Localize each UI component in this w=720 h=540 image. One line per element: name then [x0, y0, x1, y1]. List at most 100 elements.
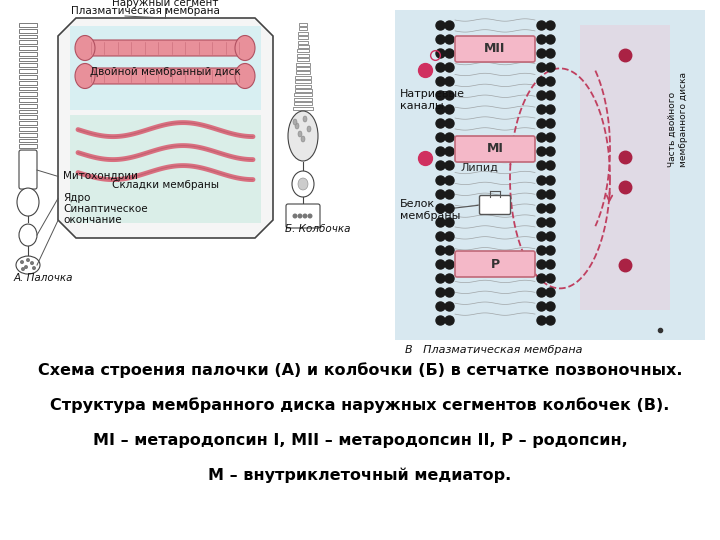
Circle shape [20, 260, 24, 264]
Bar [19, 69, 37, 73]
Circle shape [21, 267, 25, 271]
Text: Липид: Липид [460, 163, 498, 173]
Text: А. Палочка: А. Палочка [14, 273, 73, 283]
FancyBboxPatch shape [84, 40, 246, 56]
Circle shape [307, 213, 312, 219]
Text: M – внутриклеточный медиатор.: M – внутриклеточный медиатор. [208, 468, 512, 483]
Bar [299, 23, 307, 26]
Bar [19, 144, 37, 148]
Bar [19, 110, 37, 113]
Ellipse shape [298, 178, 308, 190]
FancyBboxPatch shape [580, 25, 670, 310]
Ellipse shape [295, 123, 299, 129]
FancyBboxPatch shape [19, 150, 37, 189]
Text: Синаптическое
окончание: Синаптическое окончание [63, 204, 148, 225]
Bar [19, 63, 37, 68]
Ellipse shape [16, 256, 40, 274]
Ellipse shape [303, 116, 307, 122]
Bar [19, 23, 37, 27]
Bar [19, 40, 37, 44]
Text: Наружный сегмент: Наружный сегмент [112, 0, 218, 8]
Text: В   Плазматическая мембрана: В Плазматическая мембрана [405, 345, 582, 355]
Ellipse shape [235, 36, 255, 60]
Bar [19, 35, 37, 38]
Ellipse shape [75, 36, 95, 60]
Bar [297, 49, 309, 52]
Text: Структура мембранного диска наружных сегментов колбочек (В).: Структура мембранного диска наружных сег… [50, 397, 670, 413]
Ellipse shape [235, 64, 255, 89]
Bar [294, 93, 312, 97]
Ellipse shape [292, 171, 314, 197]
Bar [19, 58, 37, 62]
Ellipse shape [301, 136, 305, 142]
Ellipse shape [19, 224, 37, 246]
Bar [299, 28, 307, 30]
Text: MI: MI [487, 143, 503, 156]
Bar [294, 102, 312, 105]
Text: Ядро: Ядро [63, 193, 91, 204]
Bar [19, 116, 37, 119]
Bar [19, 92, 37, 96]
Bar [19, 98, 37, 102]
Circle shape [24, 265, 28, 269]
Text: MII: MII [485, 43, 505, 56]
Text: Белок
мембраны: Белок мембраны [400, 199, 460, 221]
Bar [294, 89, 312, 92]
Bar [298, 32, 307, 35]
Bar [297, 58, 310, 61]
Bar [298, 36, 308, 39]
Circle shape [297, 213, 302, 219]
Text: MI – метародопсин I, MII – метародопсин II, P – родопсин,: MI – метародопсин I, MII – метародопсин … [93, 433, 627, 448]
Bar [19, 29, 37, 32]
Circle shape [26, 258, 30, 262]
Bar [19, 52, 37, 56]
Text: Плазматическая мембрана: Плазматическая мембрана [71, 6, 220, 16]
Bar [19, 127, 37, 131]
Text: Часть двойного
мембранного диска: Часть двойного мембранного диска [668, 72, 688, 167]
Ellipse shape [17, 188, 39, 216]
Circle shape [30, 261, 34, 265]
Bar [19, 138, 37, 143]
FancyBboxPatch shape [395, 10, 705, 340]
Ellipse shape [288, 111, 318, 161]
Text: Б. Колбочка: Б. Колбочка [285, 224, 351, 234]
Bar [295, 76, 310, 79]
Text: Двойной мембранный диск: Двойной мембранный диск [89, 67, 240, 77]
Bar [295, 80, 311, 83]
Text: P: P [490, 258, 500, 271]
Bar [19, 46, 37, 50]
Polygon shape [58, 18, 273, 238]
Bar [294, 85, 311, 87]
Bar [298, 40, 308, 44]
Bar [294, 98, 312, 101]
Bar [19, 121, 37, 125]
FancyBboxPatch shape [70, 114, 261, 223]
FancyBboxPatch shape [455, 36, 535, 62]
Circle shape [302, 213, 307, 219]
Circle shape [32, 266, 36, 270]
Bar [296, 67, 310, 70]
FancyBboxPatch shape [455, 136, 535, 162]
FancyBboxPatch shape [84, 68, 246, 84]
FancyBboxPatch shape [70, 26, 261, 110]
Bar [19, 86, 37, 90]
Ellipse shape [75, 64, 95, 89]
FancyBboxPatch shape [455, 251, 535, 277]
Ellipse shape [307, 126, 311, 132]
Bar [19, 81, 37, 85]
Bar [297, 45, 308, 48]
Ellipse shape [293, 119, 297, 125]
Bar [297, 54, 309, 57]
Text: Схема строения палочки (А) и колбочки (Б) в сетчатке позвоночных.: Схема строения палочки (А) и колбочки (Б… [37, 362, 683, 378]
Ellipse shape [298, 131, 302, 137]
Bar [19, 133, 37, 137]
Text: Натриевые
каналы: Натриевые каналы [400, 89, 465, 111]
Text: Митохондрии: Митохондрии [63, 171, 138, 181]
Circle shape [292, 213, 297, 219]
FancyBboxPatch shape [286, 204, 320, 228]
Bar [293, 106, 312, 110]
Bar [296, 71, 310, 75]
Text: Складки мембраны: Складки мембраны [112, 180, 218, 190]
FancyBboxPatch shape [480, 195, 510, 214]
Bar [19, 104, 37, 107]
